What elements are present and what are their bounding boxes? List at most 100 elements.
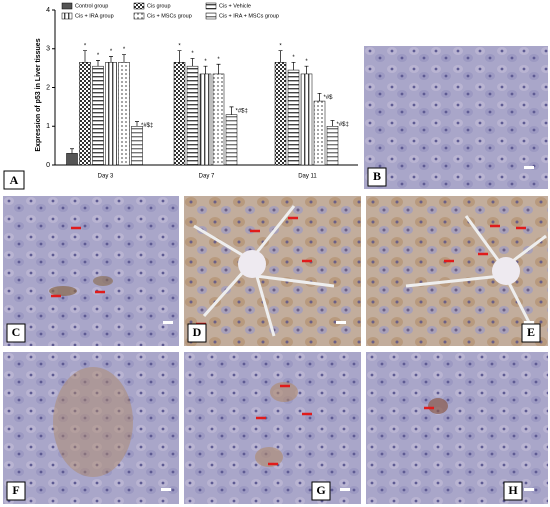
annotation: * [217,57,220,63]
arrow [51,226,105,298]
bar [66,153,78,166]
panel-label: C [12,325,21,339]
bar [131,126,143,166]
scale-bar [161,488,171,491]
bar [225,114,238,166]
annotation: * [204,59,207,65]
bar [173,62,186,166]
x-tick-label: Day 7 [199,174,215,180]
panel-label: A [10,173,19,187]
annotation: * [178,43,181,49]
bar [287,69,300,166]
micrograph: D [184,196,361,346]
legend-label: Cis + MSCs group [147,13,192,19]
micrograph: F [3,352,179,504]
arrow [256,384,312,466]
panel-label-box [6,481,26,501]
error-bar [70,148,74,154]
stain [270,382,298,402]
bar [313,100,326,166]
panel-label-box [503,481,523,501]
y-tick-label: 1 [46,123,50,130]
panel-label: G [316,483,325,497]
error-bar [203,65,208,74]
legend-swatch [205,2,217,10]
bar [105,62,117,166]
panel-label: D [193,325,202,339]
scale-bar [340,488,350,491]
scale-bar [524,488,534,491]
annotation: *#$‡ [337,122,349,128]
chart: Expression of p53 in Liver tissues A 0 1 2… [3,2,358,190]
arrow [196,216,312,326]
error-bar [83,50,87,63]
annotation: *#$‡ [236,108,248,114]
panel-label: E [527,325,535,339]
legend-swatch [61,2,73,10]
bar [326,126,339,166]
bar [186,65,199,166]
arrow [444,224,526,263]
scale-bar [524,166,534,169]
panel-label-box [367,167,387,187]
micrograph: C [3,196,179,346]
scale-bar [524,321,534,324]
y-tick-label: 0 [46,162,50,169]
legend-label: Cis + IRA group [75,13,114,19]
annotation: *#$ [324,95,334,101]
annotation: * [191,51,194,57]
legend-label: Cis group [147,3,171,9]
bar [79,62,91,166]
tissue [184,352,361,504]
stain [53,367,133,477]
error-bar [216,63,221,74]
panel-label: H [508,483,518,497]
scale-bar [163,321,173,324]
stain [255,447,283,467]
legend-label: Cis + IRA + MSCs group [219,13,279,19]
stain [428,398,448,414]
bar [274,62,287,166]
micrograph: E [366,196,548,346]
error-bar [135,121,139,127]
tissue [366,196,548,346]
micrograph: G [184,352,361,504]
bar [92,65,104,166]
y-tick-label: 4 [46,7,50,14]
tissue [366,352,548,504]
central-vein [492,257,520,285]
tissue [364,46,548,189]
stain [49,286,77,296]
stain [93,276,113,286]
error-bar [96,60,100,67]
sinusoids [193,205,335,337]
legend-label: Cis + Vehicle [219,3,251,9]
legend-swatch [133,2,145,10]
error-bar [109,56,113,63]
legend-swatch [133,12,145,20]
central-vein [238,250,266,278]
tissue [184,196,361,346]
annotation: * [110,49,113,55]
panel-label: F [12,483,19,497]
panel-label-box [311,481,331,501]
y-axis-label: Expression of p53 in Liver tissues [35,38,42,151]
annotation: * [97,53,100,59]
micrograph: H [366,352,548,504]
x-tick-label: Day 3 [98,174,114,180]
legend-label: Control group [75,3,108,9]
tissue [3,196,179,346]
annotation: * [279,43,282,49]
micrograph: B [364,46,548,189]
panel-label: B [373,169,381,183]
legend-swatch [61,12,73,20]
bar [300,73,313,166]
bar [199,73,212,166]
legend-swatch [205,12,217,20]
panel-label-box [6,323,26,343]
annotation: * [305,59,308,65]
error-bar [291,61,296,71]
panel-label-box [3,170,25,190]
error-bar [229,106,234,115]
